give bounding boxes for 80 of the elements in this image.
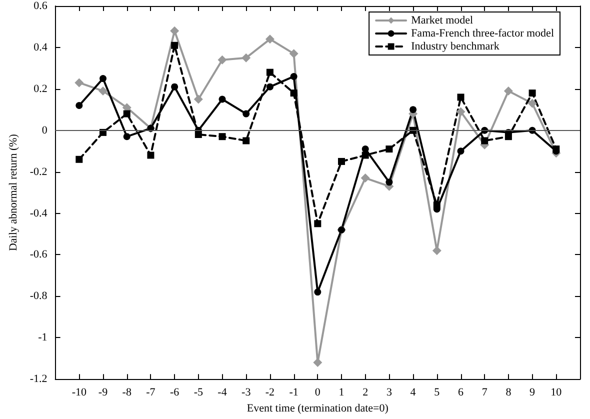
point (362, 146, 369, 153)
x-tick-label: -8 (122, 386, 132, 399)
point (194, 94, 203, 104)
y-tick-label: -1 (38, 332, 48, 344)
x-tick-label: 7 (482, 386, 488, 399)
y-tick-label: -0.4 (30, 207, 48, 220)
point (504, 133, 512, 140)
point (289, 49, 298, 58)
point (74, 78, 84, 88)
point (481, 137, 488, 144)
point (410, 106, 417, 114)
point (76, 102, 83, 109)
x-tick-label: 5 (434, 386, 440, 399)
point (170, 26, 180, 36)
x-tick-label: -2 (265, 386, 275, 399)
point (100, 75, 107, 82)
point (362, 152, 369, 159)
x-tick-label: -6 (170, 386, 180, 399)
point (242, 53, 251, 62)
point (528, 90, 536, 97)
point (504, 86, 513, 96)
x-tick-label: 8 (506, 386, 512, 399)
point (457, 94, 464, 101)
point (98, 86, 108, 96)
point (194, 131, 202, 138)
point (123, 133, 130, 140)
x-tick-label: 0 (314, 386, 321, 399)
y-tick-label: -0.2 (30, 166, 48, 178)
point (457, 148, 464, 155)
point (147, 152, 154, 159)
x-tick-label: -1 (289, 386, 298, 399)
x-axis-title: Event time (termination date=0) (246, 402, 389, 414)
point (314, 288, 322, 296)
x-tick-label: 10 (550, 386, 562, 399)
point (266, 68, 274, 76)
point (242, 110, 250, 118)
point (242, 137, 250, 144)
point (313, 358, 322, 368)
point (290, 72, 298, 80)
x-tick-label: 4 (410, 386, 416, 399)
legend-label: Fama-French three-factor model (411, 28, 554, 40)
x-tick-label: 1 (338, 386, 344, 399)
point (360, 174, 370, 183)
point (338, 158, 346, 165)
point (290, 90, 298, 97)
legend-label: Industry benchmark (411, 40, 500, 52)
point (218, 96, 226, 103)
x-tick-label: -9 (98, 386, 108, 399)
point (123, 110, 130, 118)
y-tick-label: -1.2 (30, 373, 48, 386)
point (76, 156, 83, 163)
x-tick-label: -3 (242, 386, 252, 399)
point (314, 220, 322, 228)
y-tick-label: 0 (42, 124, 48, 136)
x-tick-label: 2 (362, 386, 368, 399)
y-tick-label: 0.6 (34, 0, 48, 12)
x-tick-label: -4 (218, 386, 228, 399)
point (218, 133, 226, 140)
x-tick-label: -7 (146, 386, 156, 399)
point (218, 55, 227, 64)
legend-label: Market model (411, 14, 474, 26)
y-tick-label: -0.8 (30, 290, 48, 302)
point (265, 34, 274, 44)
point (171, 83, 178, 90)
point (386, 178, 393, 186)
point (456, 107, 466, 116)
point (528, 98, 537, 108)
y-tick-label: -0.6 (30, 248, 48, 261)
point (433, 201, 440, 208)
point (266, 83, 274, 90)
y-tick-label: 0.2 (34, 82, 48, 95)
point (171, 42, 178, 49)
x-tick-label: -10 (72, 386, 87, 399)
y-axis-title: Daily abnormal return (%) (8, 134, 20, 252)
y-tick-label: 0.4 (34, 41, 48, 54)
x-tick-label: 6 (458, 386, 464, 399)
x-tick-label: 3 (386, 386, 392, 399)
x-tick-label: -5 (194, 386, 204, 399)
point (386, 146, 393, 153)
x-tick-label: 9 (530, 386, 536, 399)
